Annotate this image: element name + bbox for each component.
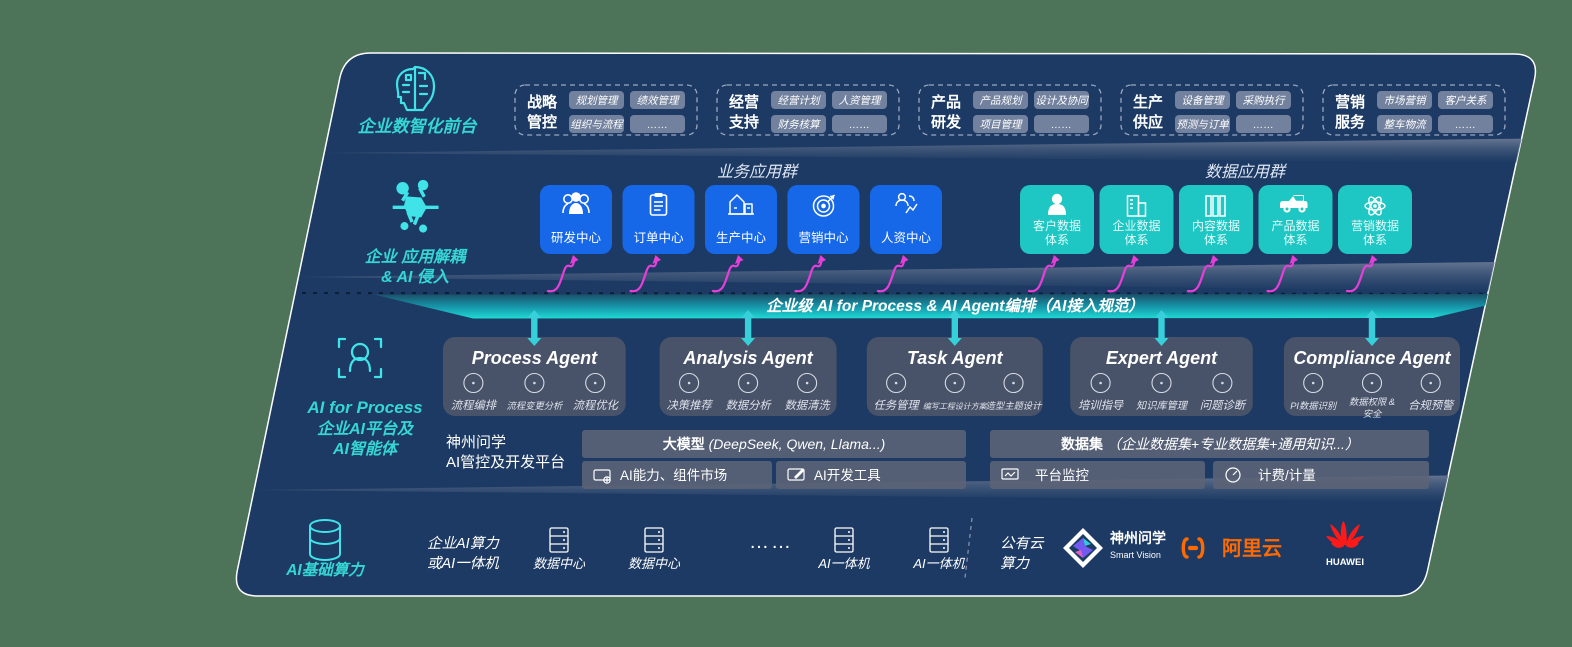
svg-text:……: …… [647, 119, 668, 131]
svg-text:供应: 供应 [1132, 113, 1163, 131]
svg-text:项目管理: 项目管理 [980, 119, 1023, 131]
svg-text:绩效管理: 绩效管理 [637, 95, 680, 107]
svg-text:AI开发工具: AI开发工具 [814, 468, 881, 483]
svg-text:AI for Process: AI for Process [306, 398, 422, 417]
svg-text:业务应用群: 业务应用群 [717, 163, 800, 181]
svg-text:任务管理: 任务管理 [873, 399, 920, 412]
svg-text:订单中心: 订单中心 [633, 230, 684, 245]
svg-text:数据中心: 数据中心 [533, 556, 586, 571]
svg-text:平台监控: 平台监控 [1035, 468, 1089, 483]
svg-text:大模型 (DeepSeek, Qwen, Llama...: 大模型 (DeepSeek, Qwen, Llama...) [663, 436, 886, 452]
svg-text:内容数据: 内容数据 [1192, 218, 1240, 233]
svg-text:编写工程设计方案: 编写工程设计方案 [923, 402, 988, 411]
svg-text:企业数智化前台: 企业数智化前台 [358, 117, 478, 136]
svg-text:战略: 战略 [527, 93, 558, 111]
svg-text:Smart Vision: Smart Vision [1110, 550, 1161, 560]
svg-text:体系: 体系 [1204, 233, 1228, 247]
svg-text:AI一体机: AI一体机 [817, 556, 870, 571]
svg-text:营销中心: 营销中心 [798, 230, 849, 245]
svg-text:设备管理: 设备管理 [1182, 95, 1225, 107]
svg-text:整车物流: 整车物流 [1384, 119, 1427, 131]
svg-text:HUAWEI: HUAWEI [1326, 557, 1364, 568]
svg-text:PI数据识别: PI数据识别 [1290, 401, 1338, 411]
svg-text:Expert Agent: Expert Agent [1106, 348, 1218, 368]
svg-text:企业 应用解耦: 企业 应用解耦 [365, 248, 468, 266]
svg-text:体系: 体系 [1124, 233, 1148, 247]
svg-text:或AI一体机: 或AI一体机 [427, 555, 499, 572]
svg-text:算力: 算力 [1000, 555, 1030, 572]
svg-text:组织与流程: 组织与流程 [570, 119, 624, 131]
svg-text:体系: 体系 [1045, 233, 1069, 247]
svg-text:产品规划: 产品规划 [980, 95, 1023, 107]
svg-text:培训指导: 培训指导 [1078, 399, 1124, 412]
svg-text:经营: 经营 [729, 93, 759, 111]
svg-text:AI一体机: AI一体机 [912, 556, 965, 571]
svg-text:Process Agent: Process Agent [472, 348, 598, 368]
svg-text:……: …… [849, 119, 870, 131]
svg-text:财务核算: 财务核算 [778, 119, 821, 131]
svg-text:造型主题设计: 造型主题设计 [986, 401, 1043, 411]
svg-text:Task Agent: Task Agent [907, 348, 1004, 368]
svg-text:AI能力、组件市场: AI能力、组件市场 [620, 467, 727, 483]
svg-text:设计及协同: 设计及协同 [1035, 95, 1089, 107]
svg-text:AI智能体: AI智能体 [332, 440, 400, 458]
svg-text:企业数据: 企业数据 [1112, 218, 1160, 233]
svg-text:人资中心: 人资中心 [881, 230, 932, 245]
svg-text:神州问学: 神州问学 [1110, 530, 1166, 546]
svg-text:AI管控及开发平台: AI管控及开发平台 [446, 454, 565, 471]
svg-text:管控: 管控 [527, 113, 557, 131]
svg-text:数据权限 &: 数据权限 & [1349, 397, 1395, 407]
svg-text:规划管理: 规划管理 [576, 95, 619, 107]
svg-text:企业AI平台及: 企业AI平台及 [317, 420, 415, 438]
svg-text:问题诊断: 问题诊断 [1200, 399, 1248, 412]
svg-text:生产中心: 生产中心 [716, 230, 767, 245]
svg-text:采购执行: 采购执行 [1243, 95, 1286, 107]
svg-text:安全: 安全 [1363, 409, 1383, 419]
svg-text:数据清洗: 数据清洗 [784, 399, 831, 412]
svg-text:计费/计量: 计费/计量 [1258, 468, 1316, 483]
svg-text:数据应用群: 数据应用群 [1205, 163, 1288, 181]
svg-text:Compliance Agent: Compliance Agent [1293, 348, 1451, 368]
svg-text:知识库管理: 知识库管理 [1136, 400, 1189, 412]
svg-text:合规预警: 合规预警 [1408, 399, 1455, 412]
svg-text:支持: 支持 [728, 113, 759, 131]
svg-text:流程编排: 流程编排 [451, 399, 498, 412]
svg-text:客户关系: 客户关系 [1445, 95, 1488, 107]
svg-text:AI基础算力: AI基础算力 [285, 561, 365, 579]
svg-text:企业AI算力: 企业AI算力 [427, 535, 500, 552]
svg-text:研发: 研发 [931, 113, 962, 131]
svg-text:……: …… [749, 531, 793, 553]
svg-text:研发中心: 研发中心 [551, 230, 602, 245]
svg-text:数据中心: 数据中心 [628, 556, 681, 571]
svg-text:流程变更分析: 流程变更分析 [507, 401, 564, 411]
svg-text:客户数据: 客户数据 [1033, 218, 1081, 233]
svg-text:数据分析: 数据分析 [725, 399, 772, 412]
svg-text:……: …… [1455, 119, 1476, 131]
svg-text:经营计划: 经营计划 [778, 95, 821, 107]
svg-text:营销: 营销 [1335, 93, 1365, 111]
svg-text:产品: 产品 [931, 93, 961, 111]
svg-text:流程优化: 流程优化 [573, 399, 620, 412]
svg-text:产品数据: 产品数据 [1271, 218, 1319, 233]
svg-text:数据集 （企业数据集+专业数据集+通用知识...）: 数据集 （企业数据集+专业数据集+通用知识...） [1061, 436, 1359, 452]
svg-text:神州问学: 神州问学 [446, 434, 506, 451]
svg-text:决策推荐: 决策推荐 [666, 399, 713, 412]
svg-text:Analysis Agent: Analysis Agent [682, 348, 813, 368]
svg-text:市场营销: 市场营销 [1384, 95, 1428, 107]
svg-text:体系: 体系 [1283, 233, 1307, 247]
svg-text:人资管理: 人资管理 [839, 95, 882, 107]
svg-text:服务: 服务 [1335, 113, 1366, 131]
svg-text:公有云: 公有云 [1000, 535, 1045, 552]
svg-text:体系: 体系 [1363, 233, 1387, 247]
svg-text:营销数据: 营销数据 [1351, 218, 1399, 233]
svg-text:……: …… [1051, 119, 1072, 131]
svg-text:& AI 侵入: & AI 侵入 [381, 268, 449, 286]
svg-text:阿里云: 阿里云 [1222, 537, 1282, 560]
svg-text:生产: 生产 [1133, 93, 1163, 111]
svg-text:预测与订单: 预测与订单 [1176, 119, 1229, 131]
svg-text:……: …… [1253, 119, 1274, 131]
